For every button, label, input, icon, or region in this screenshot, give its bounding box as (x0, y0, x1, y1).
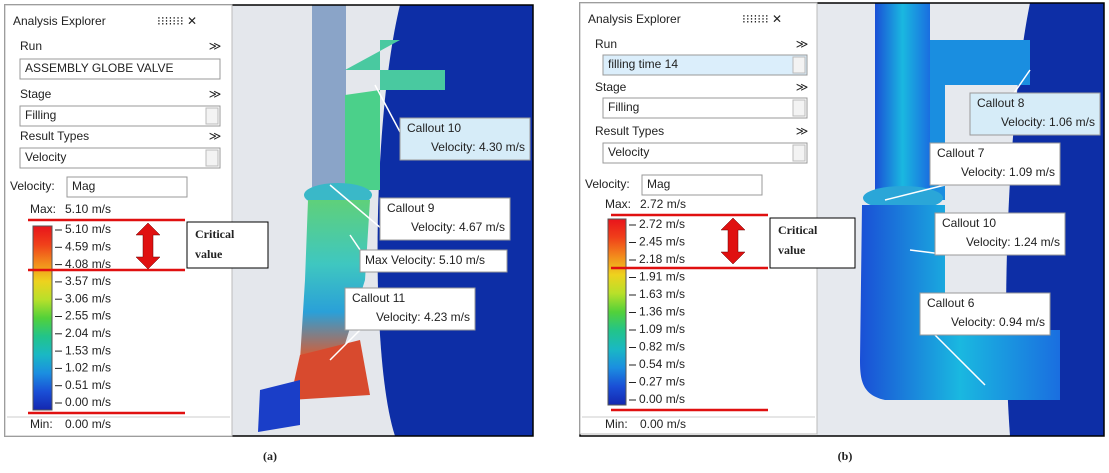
dropdown[interactable] (793, 57, 805, 73)
callout-title: Callout 10 (407, 121, 461, 135)
explorer-title: Analysis Explorer (588, 12, 681, 26)
field-value: Filling (608, 100, 639, 114)
critical-label: Critical (195, 227, 235, 241)
legend-label: 2.18 m/s (639, 252, 685, 266)
explorer-title: Analysis Explorer (13, 14, 106, 28)
legend-label: 0.00 m/s (65, 395, 111, 409)
quantity-value: Mag (72, 179, 95, 193)
dropdown[interactable] (206, 150, 218, 166)
min-label: Min: (605, 417, 628, 431)
legend-label: 1.91 m/s (639, 270, 685, 284)
callout-title: Callout 11 (352, 291, 405, 305)
callout-title: Callout 9 (387, 201, 435, 215)
field-label: Run (595, 37, 617, 51)
max-value: 5.10 m/s (65, 202, 111, 216)
legend-label: 0.27 m/s (639, 375, 685, 389)
callout-text: Velocity: 1.06 m/s (1001, 115, 1095, 129)
legend-label: 1.36 m/s (639, 305, 685, 319)
min-label: Min: (30, 417, 53, 431)
legend-label: 1.53 m/s (65, 343, 111, 357)
collapse: ≫ (209, 39, 222, 53)
callout-text: Velocity: 4.67 m/s (411, 220, 505, 234)
collapse: ≫ (209, 87, 222, 101)
color-scale (608, 219, 626, 405)
critical-label: Critical (778, 223, 818, 237)
legend-label: 2.55 m/s (65, 309, 111, 323)
collapse: ≫ (209, 129, 222, 143)
field-value: ASSEMBLY GLOBE VALVE (25, 61, 174, 75)
quantity-label: Velocity: (10, 179, 55, 193)
body: Analysis Explorer ⁝⁝⁝⁝⁝⁝⁝ ✕ Run ≫ ASSEMBLY G… (0, 0, 1109, 473)
legend-label: 3.57 m/s (65, 274, 111, 288)
callout-title: Callout 10 (942, 216, 996, 230)
dropdown[interactable] (206, 108, 218, 124)
field-value: Velocity (25, 150, 66, 164)
grip: ⁝⁝⁝⁝⁝⁝⁝ ✕ (157, 14, 197, 28)
field-value: Velocity (608, 145, 649, 159)
callout-title: Callout 6 (927, 296, 975, 310)
field-value: filling time 14 (608, 57, 678, 71)
callout-text: Velocity: 0.94 m/s (951, 315, 1045, 329)
quantity-label: Velocity: (585, 177, 630, 191)
dropdown[interactable] (793, 145, 805, 161)
callout-text: Velocity: 4.23 m/s (376, 310, 470, 324)
critical-label: value (778, 243, 806, 257)
collapse: ≫ (796, 80, 809, 94)
figure: Analysis Explorer ⁝⁝⁝⁝⁝⁝⁝ ✕ Run ≫ ASSEMBLY G… (0, 0, 1109, 473)
legend-label: 4.59 m/s (65, 239, 111, 253)
field-label: Stage (20, 87, 52, 101)
panel-caption: (b) (838, 449, 853, 463)
legend-label: 4.08 m/s (65, 257, 111, 271)
max-value: 2.72 m/s (640, 197, 686, 211)
legend-label: 0.82 m/s (639, 340, 685, 354)
field-label: Result Types (20, 129, 89, 143)
page: {"panels": [ {"caption": "(a)", "explore… (0, 0, 1109, 473)
legend-label: 1.02 m/s (65, 361, 111, 375)
legend-label: 2.04 m/s (65, 326, 111, 340)
callout-title: Callout 8 (977, 96, 1025, 110)
collapse: ≫ (796, 37, 809, 51)
callout-text: Velocity: 1.24 m/s (966, 235, 1060, 249)
collapse: ≫ (796, 124, 809, 138)
field-value: Filling (25, 108, 56, 122)
panel-caption: (a) (263, 449, 277, 463)
min-value: 0.00 m/s (65, 417, 111, 431)
callout-title: Callout 7 (937, 146, 985, 160)
color-scale (33, 226, 52, 410)
field-label: Result Types (595, 124, 664, 138)
legend-label: 0.00 m/s (639, 392, 685, 406)
field-label: Run (20, 39, 42, 53)
min-value: 0.00 m/s (640, 417, 686, 431)
legend-label: 3.06 m/s (65, 291, 111, 305)
legend-label: 2.72 m/s (639, 217, 685, 231)
quantity-value: Mag (647, 177, 670, 191)
grip: ⁝⁝⁝⁝⁝⁝⁝ ✕ (742, 12, 782, 26)
legend-label: 1.63 m/s (639, 287, 685, 301)
legend-label: 2.45 m/s (639, 235, 685, 249)
legend-label: 5.10 m/s (65, 222, 111, 236)
callout-text: Velocity: 1.09 m/s (961, 165, 1055, 179)
max-label: Max: (30, 202, 56, 216)
legend-label: 1.09 m/s (639, 322, 685, 336)
callout-text: Max Velocity: 5.10 m/s (365, 253, 485, 267)
dropdown[interactable] (793, 100, 805, 116)
legend-label: 0.54 m/s (639, 357, 685, 371)
critical-label: value (195, 247, 223, 261)
field-label: Stage (595, 80, 627, 94)
legend-label: 0.51 m/s (65, 378, 111, 392)
callout-text: Velocity: 4.30 m/s (431, 140, 525, 154)
max-label: Max: (605, 197, 631, 211)
